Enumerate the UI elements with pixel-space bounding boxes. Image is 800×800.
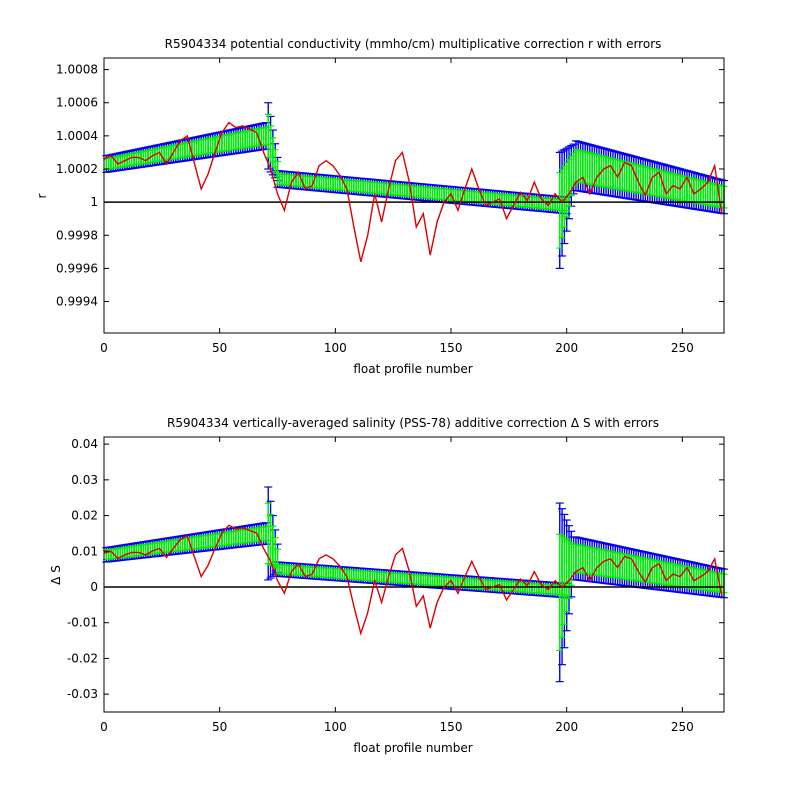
top-x-axis-label: float profile number — [353, 362, 472, 376]
top-raw-series-line — [103, 121, 723, 262]
y-tick-label: -0.02 — [67, 651, 98, 665]
x-tick-label: 200 — [555, 341, 578, 355]
x-tick-label: 50 — [212, 341, 227, 355]
y-tick-label: 0.04 — [71, 437, 98, 451]
y-tick-label: 0.01 — [71, 544, 98, 558]
y-tick-label: 0 — [90, 580, 98, 594]
top-plot-marks — [102, 102, 728, 269]
y-tick-label: 1.0008 — [56, 63, 98, 77]
x-tick-label: 250 — [671, 341, 694, 355]
bottom-plot-marks — [102, 486, 728, 683]
bottom-raw-series-line — [103, 524, 723, 636]
y-tick-label: 1.0006 — [56, 96, 98, 110]
y-tick-label: -0.01 — [67, 616, 98, 630]
x-tick-label: 100 — [324, 341, 347, 355]
x-tick-label: 100 — [324, 720, 347, 734]
bottom-y-ticks: -0.03 -0.02 -0.01 0 0.01 0.02 0.03 0.04 — [67, 437, 724, 701]
x-tick-label: 50 — [212, 720, 227, 734]
top-y-axis-label: r — [35, 193, 49, 198]
x-tick-label: 0 — [100, 720, 108, 734]
bottom-x-axis-label: float profile number — [353, 741, 472, 755]
y-tick-label: 0.9998 — [56, 228, 98, 242]
x-tick-label: 0 — [100, 341, 108, 355]
y-tick-label: 0.03 — [71, 473, 98, 487]
x-tick-label: 150 — [440, 341, 463, 355]
top-chart-title: R5904334 potential conductivity (mmho/cm… — [165, 37, 662, 51]
top-plot-frame — [103, 57, 725, 334]
x-tick-label: 200 — [555, 720, 578, 734]
x-tick-label: 150 — [440, 720, 463, 734]
bottom-x-ticks: 0 50 100 150 200 250 — [100, 437, 694, 734]
x-tick-label: 250 — [671, 720, 694, 734]
y-tick-label: 0.9996 — [56, 261, 98, 275]
y-tick-label: 1 — [90, 195, 98, 209]
y-tick-label: 0.02 — [71, 509, 98, 523]
y-tick-label: 0.9994 — [56, 295, 98, 309]
y-tick-label: 1.0002 — [56, 162, 98, 176]
bottom-y-axis-label: Δ S — [49, 565, 63, 585]
top-fit-band — [102, 113, 728, 249]
bottom-plot-frame — [103, 436, 725, 713]
top-x-ticks: 0 50 100 150 200 250 — [100, 58, 694, 355]
bottom-axes: R5904334 vertically-averaged salinity (P… — [49, 416, 728, 755]
y-tick-label: -0.03 — [67, 687, 98, 701]
top-y-ticks: 0.9994 0.9996 0.9998 1 1.0002 1.0004 1.0006 1.0… — [56, 63, 724, 309]
y-tick-label: 1.0004 — [56, 129, 98, 143]
top-axes: R5904334 potential conductivity (mmho/cm… — [35, 37, 728, 376]
bottom-chart-title: R5904334 vertically-averaged salinity (P… — [167, 416, 659, 430]
